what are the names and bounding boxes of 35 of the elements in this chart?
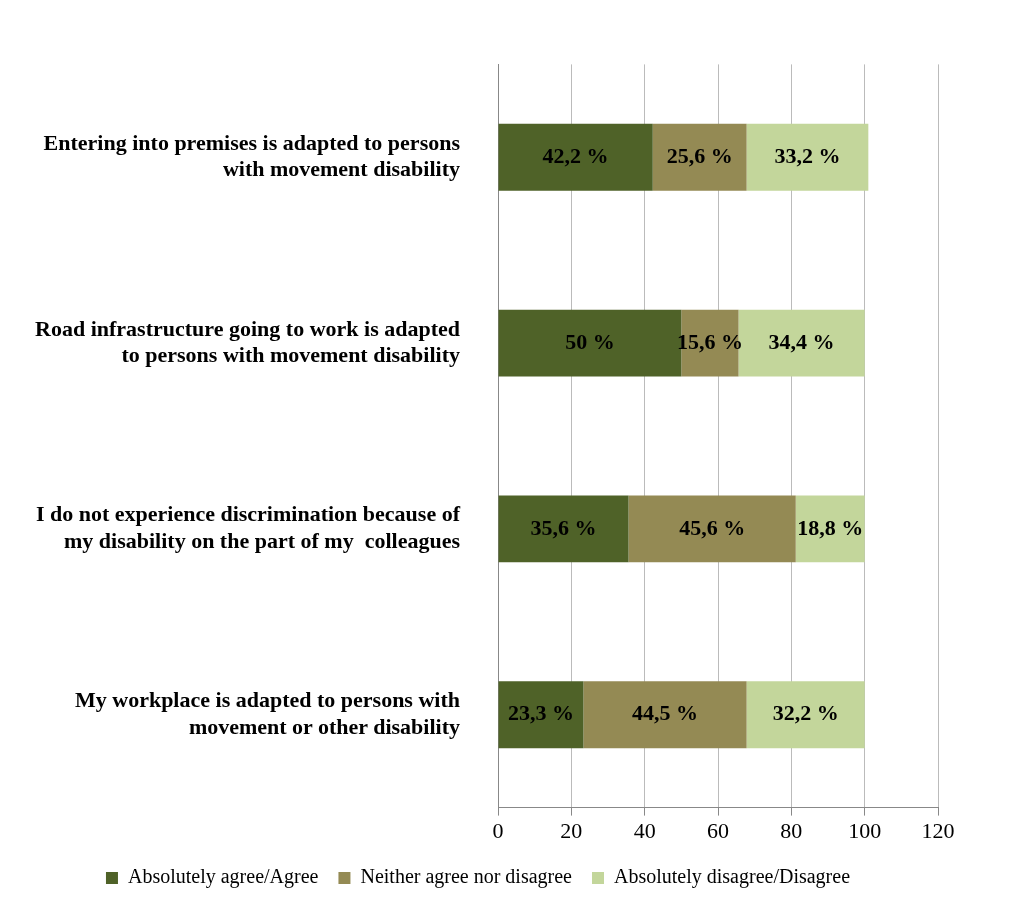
data-label: 44,5 %	[632, 700, 699, 726]
x-tick-label: 120	[921, 817, 955, 843]
data-label: 35,6 %	[530, 514, 597, 540]
x-tick-label: 20	[560, 817, 583, 843]
x-tick-label: 100	[848, 817, 882, 843]
y-tick-label: Road infrastructure going to work is adapted to persons with movement disability	[35, 315, 460, 367]
x-tick-label: 80	[780, 817, 803, 843]
bar	[746, 681, 865, 749]
data-label: 32,2 %	[772, 700, 839, 726]
bar	[498, 123, 653, 191]
bar	[498, 681, 584, 749]
x-tick-label: 60	[707, 817, 729, 843]
data-label: 33,2 %	[774, 142, 841, 168]
data-label: 15,6 %	[676, 328, 743, 354]
data-label: 42,2 %	[542, 142, 609, 168]
y-tick-label: My workplace is adapted to persons with movement or other disability	[74, 687, 460, 739]
data-label: 25,6 %	[666, 142, 733, 168]
bar	[795, 495, 865, 563]
x-tick-label: 0	[492, 817, 504, 843]
y-tick-label: Entering into premises is adapted to persons with movement disability	[43, 129, 461, 182]
data-label: 34,4 %	[768, 328, 835, 354]
data-label: 23,3 %	[507, 700, 574, 726]
data-label: 18,8 %	[797, 514, 864, 540]
legend-label: Neither agree nor disagree	[360, 865, 573, 889]
bar	[583, 681, 747, 749]
bar	[498, 495, 629, 563]
bar	[652, 123, 747, 191]
data-label: 45,6 %	[679, 514, 746, 540]
y-tick-label: I do not experience discrimination because of my disability on the part of my colleagues	[35, 501, 461, 553]
bar	[628, 495, 796, 563]
legend-label: Absolutely disagree/Disagree	[614, 865, 851, 889]
legend-label: Absolutely agree/Agree	[127, 865, 319, 889]
x-tick-label: 40	[633, 817, 656, 843]
data-label: 50 %	[565, 328, 615, 354]
bar	[746, 123, 869, 191]
